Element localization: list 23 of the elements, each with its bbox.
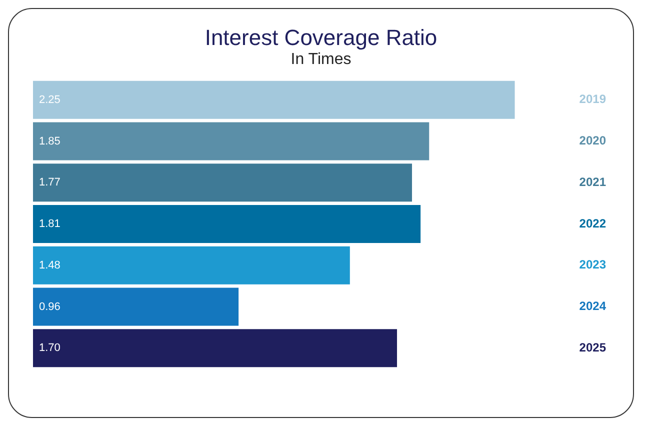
chart-title: Interest Coverage Ratio — [204, 25, 438, 51]
bar — [33, 122, 430, 160]
y-tick-label: 2022 — [579, 216, 606, 230]
y-tick-label: 2023 — [579, 258, 606, 272]
data-label: 1.77 — [39, 176, 60, 189]
data-label: 1.48 — [39, 259, 60, 272]
bar — [33, 329, 398, 368]
y-tick-label: 2020 — [579, 134, 606, 148]
y-tick-label: 2019 — [579, 92, 606, 106]
chart-subtitle: In Times — [290, 51, 352, 69]
bar — [33, 204, 421, 244]
bar — [33, 288, 239, 326]
y-tick-label: 2025 — [579, 340, 606, 354]
data-label: 1.81 — [39, 218, 60, 230]
bar — [33, 80, 515, 119]
y-tick-label: 2021 — [579, 174, 606, 189]
bar — [33, 246, 350, 284]
data-label: 2.25 — [39, 94, 60, 106]
data-label: 0.96 — [39, 300, 60, 313]
data-label: 1.85 — [39, 135, 60, 148]
bar — [33, 164, 412, 202]
y-tick-label: 2024 — [579, 299, 606, 314]
data-label: 1.70 — [39, 342, 60, 354]
